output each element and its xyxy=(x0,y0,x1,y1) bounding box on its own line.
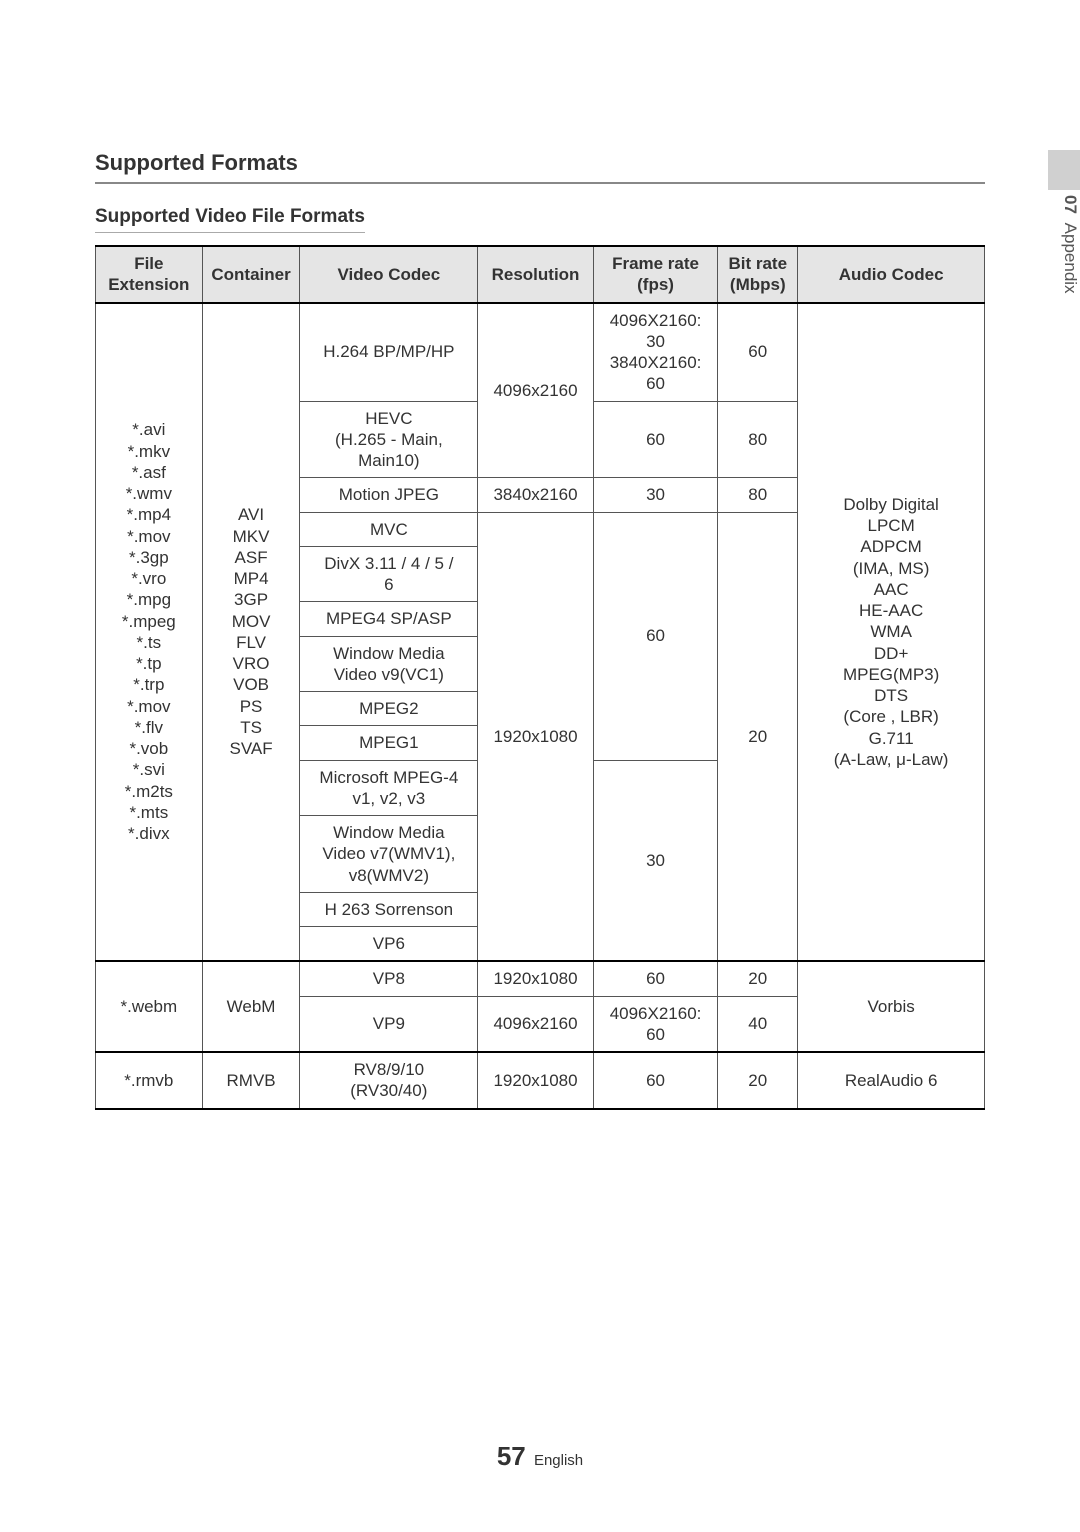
cell-br: 20 xyxy=(718,512,798,961)
cell-fps: 30 xyxy=(593,478,717,512)
heading-supported-video: Supported Video File Formats xyxy=(95,206,365,233)
cell-fps: 60 xyxy=(593,512,717,760)
cell-br: 80 xyxy=(718,478,798,512)
cell-vc: VP8 xyxy=(300,961,478,996)
cell-vc: MPEG2 xyxy=(300,692,478,726)
col-frame-rate: Frame rate (fps) xyxy=(593,246,717,303)
cell-container: RMVB xyxy=(202,1052,300,1109)
cell-vc: MVC xyxy=(300,512,478,546)
col-container: Container xyxy=(202,246,300,303)
cell-br: 60 xyxy=(718,303,798,402)
cell-vc: DivX 3.11 / 4 / 5 / 6 xyxy=(300,546,478,602)
cell-res: 4096x2160 xyxy=(478,303,594,478)
cell-br: 80 xyxy=(718,401,798,478)
cell-fps: 60 xyxy=(593,1052,717,1109)
cell-vc: Microsoft MPEG-4 v1, v2, v3 xyxy=(300,760,478,816)
cell-container: WebM xyxy=(202,961,300,1052)
cell-vc: Window Media Video v9(VC1) xyxy=(300,636,478,692)
cell-fps: 60 xyxy=(593,961,717,996)
table-row: *.rmvb RMVB RV8/9/10 (RV30/40) 1920x1080… xyxy=(96,1052,985,1109)
cell-fps: 30 xyxy=(593,760,717,961)
table-header-row: File Extension Container Video Codec Res… xyxy=(96,246,985,303)
cell-audio: Vorbis xyxy=(798,961,985,1052)
cell-vc: H.264 BP/MP/HP xyxy=(300,303,478,402)
cell-res: 1920x1080 xyxy=(478,1052,594,1109)
page-language: English xyxy=(534,1452,583,1469)
cell-vc: VP9 xyxy=(300,996,478,1052)
cell-audio: Dolby Digital LPCM ADPCM (IMA, MS) AAC H… xyxy=(798,303,985,962)
cell-fps: 4096X2160: 60 xyxy=(593,996,717,1052)
cell-vc: RV8/9/10 (RV30/40) xyxy=(300,1052,478,1109)
page-number: 57 xyxy=(497,1441,526,1471)
cell-fps: 60 xyxy=(593,401,717,478)
cell-vc: Motion JPEG xyxy=(300,478,478,512)
cell-br: 40 xyxy=(718,996,798,1052)
cell-res: 3840x2160 xyxy=(478,478,594,512)
heading-supported-formats: Supported Formats xyxy=(95,150,985,184)
page-footer: 57 English xyxy=(0,1441,1080,1472)
col-file-extension: File Extension xyxy=(96,246,203,303)
cell-container: AVI MKV ASF MP4 3GP MOV FLV VRO VOB PS T… xyxy=(202,303,300,962)
cell-res: 4096x2160 xyxy=(478,996,594,1052)
cell-br: 20 xyxy=(718,961,798,996)
cell-vc: VP6 xyxy=(300,927,478,962)
cell-ext: *.avi *.mkv *.asf *.wmv *.mp4 *.mov *.3g… xyxy=(96,303,203,962)
cell-ext: *.rmvb xyxy=(96,1052,203,1109)
cell-ext: *.webm xyxy=(96,961,203,1052)
cell-res: 1920x1080 xyxy=(478,512,594,961)
formats-table: File Extension Container Video Codec Res… xyxy=(95,245,985,1110)
cell-vc: H 263 Sorrenson xyxy=(300,892,478,926)
cell-vc: HEVC (H.265 - Main, Main10) xyxy=(300,401,478,478)
cell-res: 1920x1080 xyxy=(478,961,594,996)
cell-vc: Window Media Video v7(WMV1), v8(WMV2) xyxy=(300,816,478,893)
col-audio-codec: Audio Codec xyxy=(798,246,985,303)
cell-br: 20 xyxy=(718,1052,798,1109)
cell-audio: RealAudio 6 xyxy=(798,1052,985,1109)
cell-fps: 4096X2160: 30 3840X2160: 60 xyxy=(593,303,717,402)
col-video-codec: Video Codec xyxy=(300,246,478,303)
col-bit-rate: Bit rate (Mbps) xyxy=(718,246,798,303)
table-row: *.avi *.mkv *.asf *.wmv *.mp4 *.mov *.3g… xyxy=(96,303,985,402)
table-row: *.webm WebM VP8 1920x1080 60 20 Vorbis xyxy=(96,961,985,996)
cell-vc: MPEG1 xyxy=(300,726,478,760)
col-resolution: Resolution xyxy=(478,246,594,303)
cell-vc: MPEG4 SP/ASP xyxy=(300,602,478,636)
